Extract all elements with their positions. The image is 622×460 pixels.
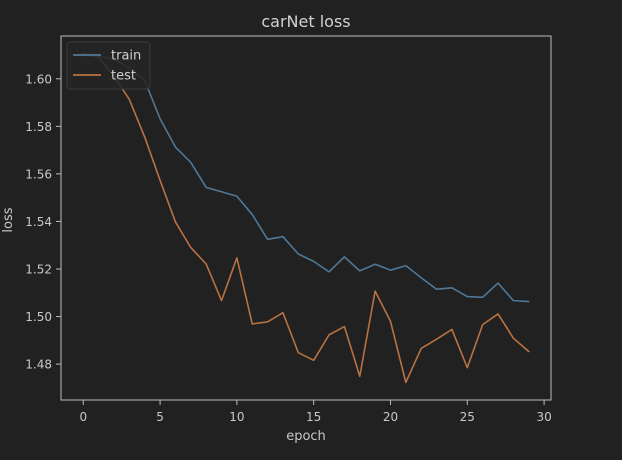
y-tick-label: 1.52 — [25, 262, 52, 276]
series-line-test — [82, 52, 530, 384]
x-axis-title: epoch — [286, 429, 326, 444]
chart-title: carNet loss — [261, 12, 350, 31]
x-tick-label: 0 — [79, 410, 87, 424]
x-tick-label: 30 — [536, 410, 551, 424]
y-tick-label: 1.54 — [25, 215, 52, 229]
x-tick-label: 20 — [383, 410, 398, 424]
x-tick-label: 10 — [229, 410, 244, 424]
x-tick-label: 15 — [306, 410, 321, 424]
y-tick-label: 1.50 — [25, 310, 52, 324]
y-tick-label: 1.56 — [25, 167, 52, 181]
y-tick-label: 1.58 — [25, 120, 52, 134]
x-tick-label: 25 — [460, 410, 475, 424]
y-axis-title: loss — [1, 207, 16, 232]
legend-label-test: test — [111, 69, 136, 84]
legend-box — [66, 41, 151, 90]
legend-label-train: train — [111, 49, 141, 64]
x-tick-label: 5 — [156, 410, 164, 424]
y-tick-label: 1.48 — [25, 358, 52, 372]
y-tick-label: 1.60 — [25, 72, 52, 86]
plot-area-frame — [60, 35, 552, 401]
series-line-train — [82, 54, 530, 303]
legend: train test — [66, 41, 151, 90]
